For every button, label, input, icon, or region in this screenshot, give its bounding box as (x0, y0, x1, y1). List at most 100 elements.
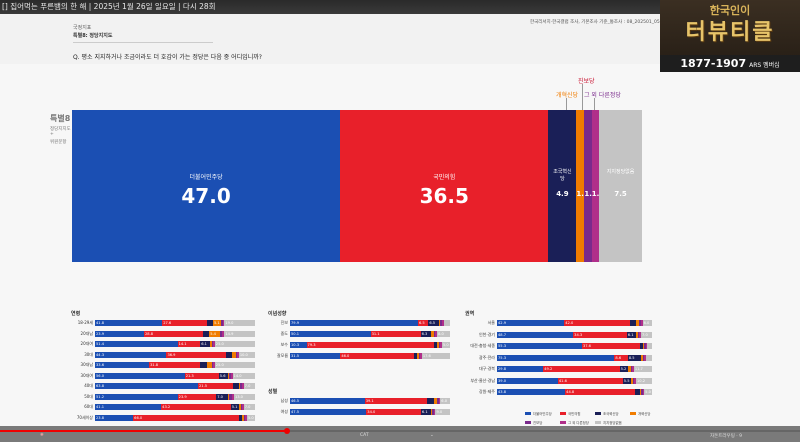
panel-row-bar: 51.4 14.1 6.1 25.0 (95, 341, 255, 347)
panel-segment: 5.0 (246, 414, 255, 421)
panel-segment: 42.0 (564, 320, 631, 326)
panel-segment: 5.1 (230, 404, 239, 410)
panel-segment (438, 320, 441, 326)
panel-segment: 8.0 (437, 331, 450, 337)
panel-row-bar: 23.9 28.8 5.4 14.9 (95, 330, 255, 337)
panel-title-gender: 성별 (268, 389, 278, 395)
panel-segment: 56.0 (95, 372, 185, 379)
panel-title-age: 연령 (71, 311, 81, 317)
panel-segment: 41.6 (557, 377, 623, 384)
panel-segment (438, 342, 441, 348)
panel-row-bar: 42.9 42.0 6.0 (497, 320, 652, 326)
panel-segment: 14.1 (177, 341, 201, 347)
panel-segment: 6.0 (440, 398, 450, 404)
player-controls[interactable] (0, 426, 800, 442)
panel-segment (645, 343, 648, 349)
progress-knob[interactable] (284, 428, 290, 434)
panel-row-label: 진보 (280, 320, 288, 325)
player-center-text: CAT (360, 433, 369, 438)
header-divider (73, 42, 213, 43)
bar-jokuk: 조국혁신당 4.9 (548, 110, 577, 262)
panel-segment (225, 351, 233, 358)
bar-value-other: 1.3 (591, 190, 605, 198)
bar-value-dem: 47.0 (181, 184, 231, 208)
panel-row-label: 20대여 (80, 341, 93, 346)
panel-segment (435, 331, 438, 337)
panel-row-label: 보수 (280, 342, 288, 347)
panel-segment (440, 342, 442, 348)
panel-row-label: 인천·경기 (479, 331, 495, 337)
panel-segment: 11.7 (633, 366, 652, 372)
legend-label: 국민의힘 (568, 412, 581, 416)
panel-segment: 5.0 (441, 342, 450, 348)
panel-segment (432, 409, 434, 415)
panel-segment: 5.4 (209, 330, 221, 337)
panel-segment (630, 366, 633, 372)
panel-row-bar: 44.3 36.9 10.0 (95, 351, 255, 358)
panel-segment: 63.8 (95, 383, 198, 389)
panel-segment: 7.0 (243, 383, 255, 389)
panel-title-region: 권역 (465, 311, 475, 317)
panel-segment: 36.9 (166, 351, 226, 358)
panel-row-label: 서울 (487, 320, 495, 325)
panel-row-label: 60대 (84, 404, 93, 409)
panel-segment (222, 330, 225, 337)
side-sub-1: 정당지지도 (50, 127, 71, 132)
panel-row-label: 잘모름 (276, 353, 288, 358)
panel-segment: 31.8 (149, 362, 201, 368)
chevron-down-icon[interactable]: ⌄ (430, 433, 434, 438)
panel-segment (639, 343, 643, 349)
panel-segment (238, 383, 241, 389)
panel-segment (438, 398, 441, 404)
panel-row-bar: 75.3 8.6 8.5 (497, 354, 652, 361)
legend-item: 더불어민주당 (525, 411, 552, 416)
legend-item: 그 외 다른정당 (560, 420, 589, 425)
player-right-text: 자돈트라우팅 · 9 (710, 434, 742, 439)
panel-segment: 9.0 (435, 409, 450, 415)
panel-segment (232, 383, 239, 389)
panel-row-label: 18-29세 (77, 320, 93, 325)
bar-value-none: 7.5 (614, 190, 627, 198)
panel-segment (420, 353, 422, 359)
panel-row-label: 강원·제주 (479, 389, 495, 394)
panel-segment (637, 331, 640, 338)
progress-bar[interactable] (0, 430, 800, 432)
panel-segment (627, 366, 631, 372)
panel-row-bar: 51.2 23.9 7.0 13.0 (95, 393, 255, 400)
bar-jinbo: 1.3 (584, 110, 597, 262)
play-icon[interactable]: ✺ (40, 433, 44, 438)
legend-label: 그 외 다른정당 (568, 421, 589, 425)
callout-kaehyuk: 개혁신당 (556, 92, 579, 99)
panel-row-bar: 33.6 31.8 25.0 (95, 362, 255, 368)
video-title-bar: [] 집어먹는 푸른뱀의 한 해 | 2025년 1월 26일 일요일 | 다시… (0, 0, 800, 14)
panel-row-bar: 63.8 21.5 7.0 (95, 383, 255, 389)
panel-segment: 33.6 (95, 362, 150, 368)
panel-row-label: 70세이상 (76, 414, 93, 420)
panel-segment (240, 404, 243, 410)
panel-segment (237, 351, 239, 358)
panel-row-label: 40대 (84, 383, 93, 388)
panel-segment: 39.1 (364, 398, 428, 404)
panel-row-label: 여성 (280, 409, 288, 414)
panel-segment (200, 362, 207, 368)
legend-label: 조국혁신당 (603, 412, 619, 416)
panel-segment: 34.3 (573, 331, 627, 338)
panel-segment (631, 377, 633, 384)
panel-segment (433, 331, 436, 337)
panel-row-bar: 46.5 39.1 6.0 (290, 398, 450, 404)
panel-segment (636, 331, 638, 338)
panel-segment: 46.5 (290, 398, 365, 404)
callout-line (594, 98, 595, 110)
bar-other: 1.3 (591, 110, 605, 262)
logo-top-text: 한국인이 (709, 4, 751, 17)
panel-segment (641, 389, 643, 395)
side-label: 특별8 (50, 114, 71, 123)
panel-row-label: 50대 (84, 393, 93, 399)
legend-item: 국민의힘 (560, 411, 580, 416)
panel-segment (245, 414, 247, 421)
panel-segment (242, 404, 244, 410)
panel-segment (206, 362, 212, 368)
panel-title-ideology: 이념성향 (268, 311, 287, 317)
panel-segment: 42.9 (497, 320, 565, 326)
